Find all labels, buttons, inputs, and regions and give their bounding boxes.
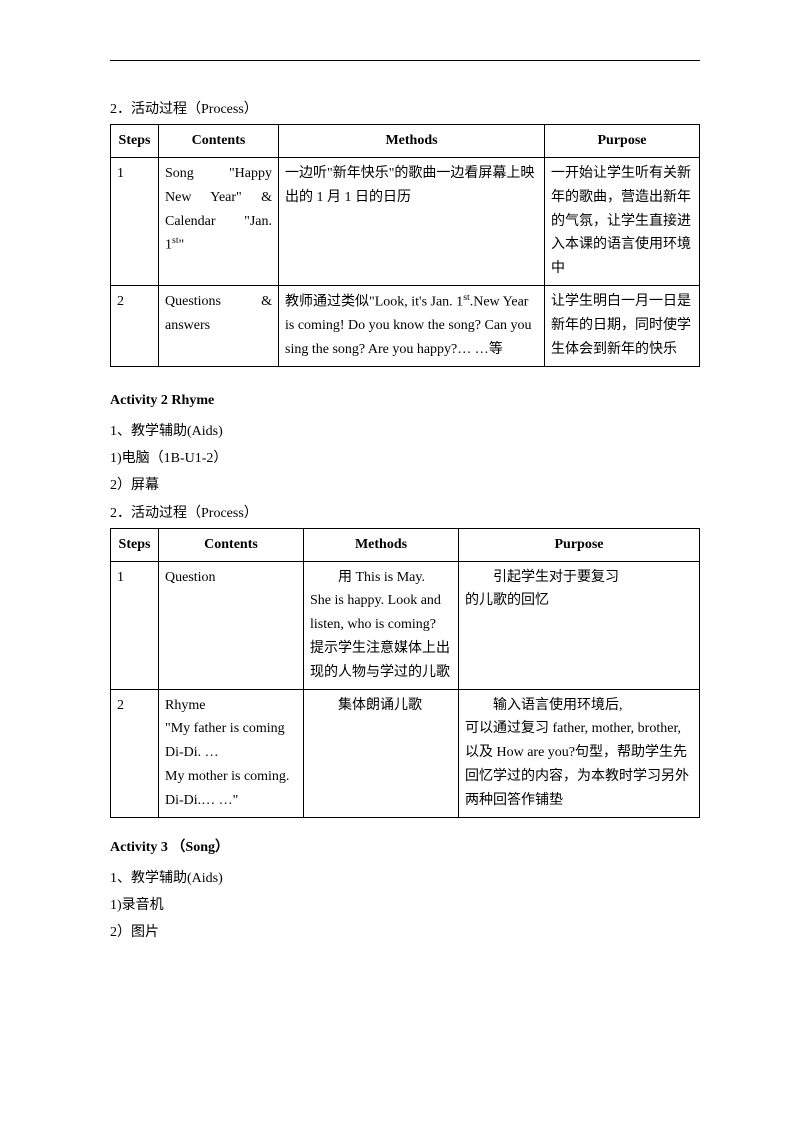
cell-methods: 集体朗诵儿歌 bbox=[304, 689, 459, 817]
purpose-line1: 引起学生对于要复习 bbox=[465, 566, 693, 590]
table-row: 1 Question 用 This is May. She is happy. … bbox=[111, 561, 700, 689]
purpose-line1: 输入语言使用环境后, bbox=[465, 694, 693, 718]
process-label-2: 2．活动过程（Process） bbox=[110, 501, 700, 526]
table-row: 1 Song "Happy New Year" & Calendar "Jan.… bbox=[111, 157, 700, 285]
cell-step: 1 bbox=[111, 157, 159, 285]
methods-rest: She is happy. Look and listen, who is co… bbox=[310, 589, 452, 684]
cell-methods: 教师通过类似"Look, it's Jan. 1st.New Year is c… bbox=[279, 285, 545, 366]
col-purpose: Purpose bbox=[459, 528, 700, 561]
aid-item: 1)电脑（1B-U1-2） bbox=[110, 446, 700, 471]
purpose-rest: 的儿歌的回忆 bbox=[465, 589, 693, 613]
cell-purpose: 输入语言使用环境后, 可以通过复习 father, mother, brothe… bbox=[459, 689, 700, 817]
col-steps: Steps bbox=[111, 125, 159, 158]
cell-purpose: 让学生明白一月一日是新年的日期，同时使学生体会到新年的快乐 bbox=[545, 285, 700, 366]
aids-label-3: 1、教学辅助(Aids) bbox=[110, 866, 700, 891]
cell-purpose: 一开始让学生听有关新年的歌曲，营造出新年的气氛，让学生直接进入本课的语言使用环境… bbox=[545, 157, 700, 285]
process-label-1: 2．活动过程（Process） bbox=[110, 97, 700, 122]
aid-item: 2）屏幕 bbox=[110, 473, 700, 498]
aids-label-2: 1、教学辅助(Aids) bbox=[110, 419, 700, 444]
aid-item: 2）图片 bbox=[110, 920, 700, 945]
methods-line1: 用 This is May. bbox=[310, 566, 452, 590]
cell-step: 2 bbox=[111, 689, 159, 817]
cell-contents: Questions & answers bbox=[159, 285, 279, 366]
col-contents: Contents bbox=[159, 125, 279, 158]
methods-line1: 集体朗诵儿歌 bbox=[310, 694, 452, 718]
activity-2-heading-text: Activity 2 Rhyme bbox=[110, 393, 214, 408]
document-page: 2．活动过程（Process） Steps Contents Methods P… bbox=[0, 0, 800, 1132]
horizontal-rule bbox=[110, 60, 700, 61]
cell-contents: Song "Happy New Year" & Calendar "Jan. 1… bbox=[159, 157, 279, 285]
cell-step: 1 bbox=[111, 561, 159, 689]
cell-purpose: 引起学生对于要复习 的儿歌的回忆 bbox=[459, 561, 700, 689]
cell-contents: Rhyme"My father is coming Di-Di. …My mot… bbox=[159, 689, 304, 817]
col-methods: Methods bbox=[279, 125, 545, 158]
col-purpose: Purpose bbox=[545, 125, 700, 158]
table-row: 2 Questions & answers 教师通过类似"Look, it's … bbox=[111, 285, 700, 366]
activity-2-heading: Activity 2 Rhyme bbox=[110, 393, 700, 409]
table-row: 2 Rhyme"My father is coming Di-Di. …My m… bbox=[111, 689, 700, 817]
activity-3-heading-text: Activity 3 （Song） bbox=[110, 840, 229, 855]
cell-step: 2 bbox=[111, 285, 159, 366]
col-contents: Contents bbox=[159, 528, 304, 561]
activity-3-heading: Activity 3 （Song） bbox=[110, 836, 700, 856]
table-header-row: Steps Contents Methods Purpose bbox=[111, 125, 700, 158]
table-header-row: Steps Contents Methods Purpose bbox=[111, 528, 700, 561]
purpose-rest: 可以通过复习 father, mother, brother,以及 How ar… bbox=[465, 717, 693, 812]
col-steps: Steps bbox=[111, 528, 159, 561]
col-methods: Methods bbox=[304, 528, 459, 561]
cell-contents: Question bbox=[159, 561, 304, 689]
process-table-1: Steps Contents Methods Purpose 1 Song "H… bbox=[110, 124, 700, 367]
cell-methods: 用 This is May. She is happy. Look and li… bbox=[304, 561, 459, 689]
process-table-2: Steps Contents Methods Purpose 1 Questio… bbox=[110, 528, 700, 818]
aid-item: 1)录音机 bbox=[110, 893, 700, 918]
cell-methods: 一边听"新年快乐"的歌曲一边看屏幕上映出的 1 月 1 日的日历 bbox=[279, 157, 545, 285]
